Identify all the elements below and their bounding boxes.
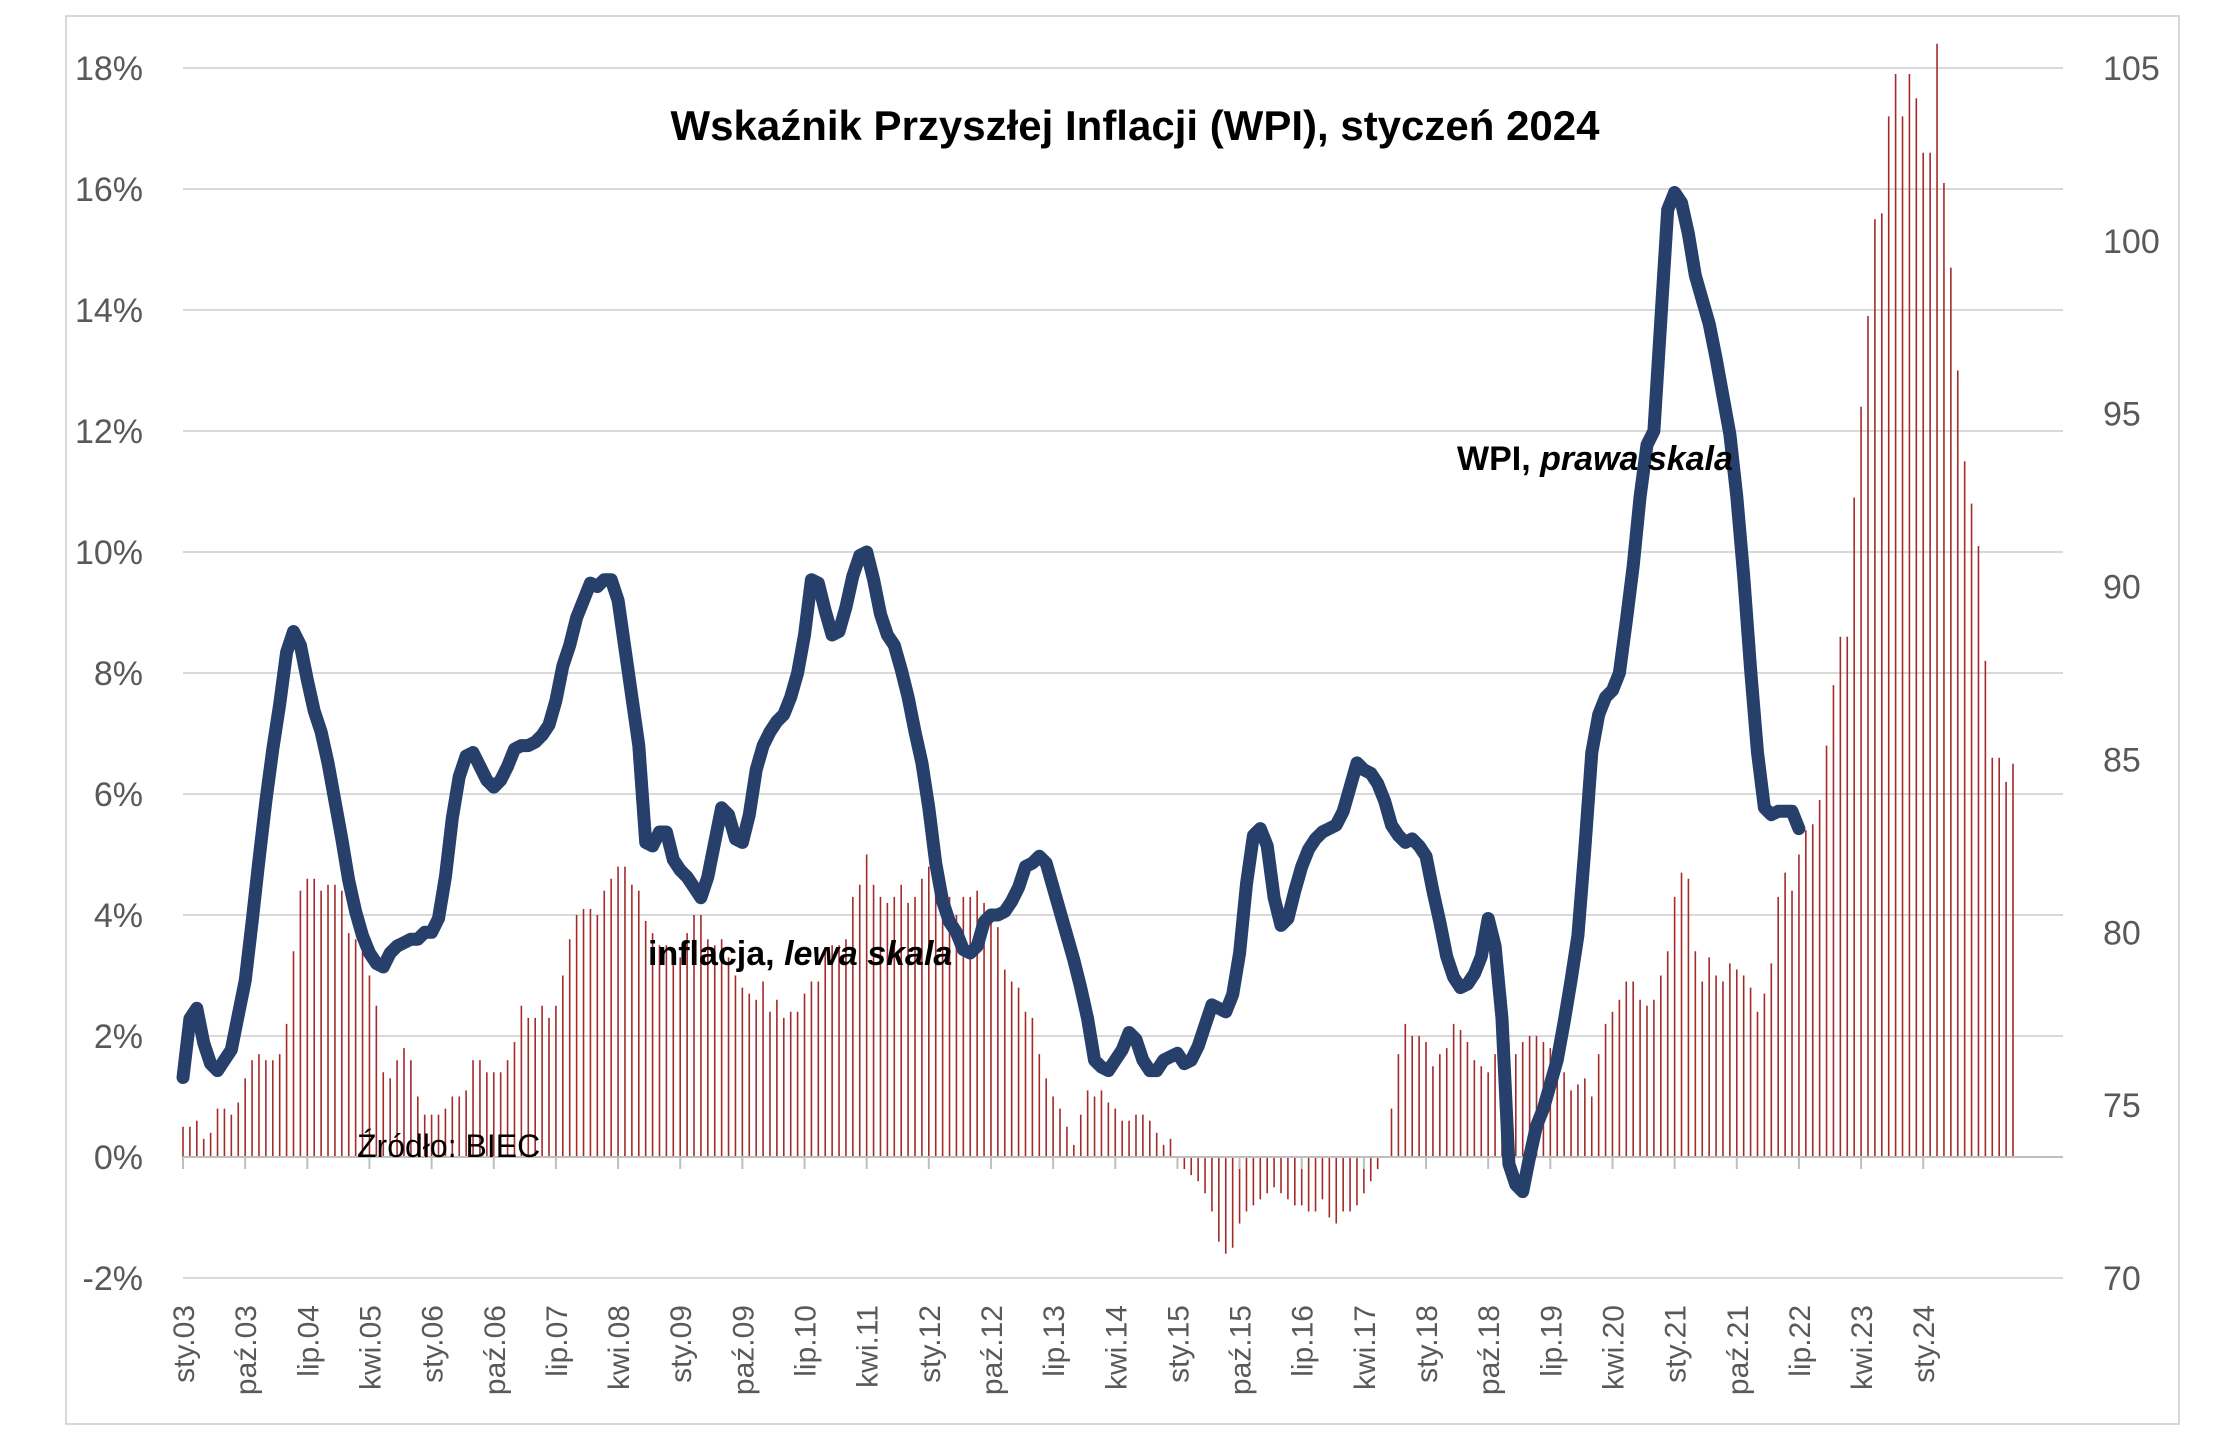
chart-title: Wskaźnik Przyszłej Inflacji (WPI), stycz…: [670, 102, 1600, 149]
x-tick-label: lip.13: [1038, 1305, 1071, 1377]
x-tick-label: kwi.08: [603, 1305, 636, 1390]
x-tick-label: lip.04: [292, 1305, 325, 1377]
x-tick-label: sty.21: [1660, 1305, 1693, 1383]
inflation-series-label-name: inflacja,: [648, 935, 784, 973]
labels: Wskaźnik Przyszłej Inflacji (WPI), stycz…: [357, 102, 1733, 1164]
y-left-tick-label: 10%: [75, 534, 143, 572]
x-tick-label: paź.18: [1473, 1305, 1506, 1395]
gridlines: [183, 67, 2063, 1279]
x-tick-label: sty.09: [665, 1305, 698, 1383]
y-left-tick-label: 6%: [94, 776, 143, 814]
x-tick-label: paź.09: [727, 1305, 760, 1395]
x-tick-label: lip.07: [541, 1305, 574, 1377]
y-left-tick-label: 4%: [94, 897, 143, 935]
x-tick-label: sty.12: [914, 1305, 947, 1383]
y-right-tick-label: 85: [2103, 741, 2141, 779]
y-right-tick-label: 95: [2103, 396, 2141, 434]
wpi-series-label: WPI, prawa skala: [1457, 440, 1733, 478]
y-right-tick-label: 90: [2103, 569, 2141, 607]
y-right-tick-label: 75: [2103, 1087, 2141, 1125]
x-tick-label: paź.12: [976, 1305, 1009, 1395]
y-right-tick-label: 80: [2103, 914, 2141, 952]
y-left-tick-label: 2%: [94, 1018, 143, 1056]
y-left-tick-label: 8%: [94, 655, 143, 693]
x-tick-label: paź.06: [479, 1305, 512, 1395]
chart-frame: [65, 15, 2180, 1425]
inflation-series-label-scale: lewa skala: [784, 935, 952, 973]
x-tick-label: sty.18: [1411, 1305, 1444, 1383]
wpi-series-label-scale: prawa skala: [1539, 440, 1733, 478]
x-tick-label: sty.06: [417, 1305, 450, 1383]
x-tick-label: lip.19: [1535, 1305, 1568, 1377]
y-left-tick-label: 12%: [75, 413, 143, 451]
x-tick-label: kwi.20: [1597, 1305, 1630, 1390]
y-right-tick-label: 100: [2103, 223, 2160, 261]
y-left-tick-label: 0%: [94, 1139, 143, 1177]
x-tick-label: lip.16: [1287, 1305, 1320, 1377]
wpi-line-layer: [176, 186, 1806, 1199]
y-left-tick-label: 14%: [75, 292, 143, 330]
inflation-bars: [182, 43, 2014, 1254]
axes: -2% 0% 2% 4% 6% 8% 10% 12% 14% 16% 18% 70 75 80 85 90 95…: [75, 50, 2160, 1395]
source-note: Źródło: BIEC: [357, 1128, 540, 1164]
y-right-tick-label: 105: [2103, 50, 2160, 88]
y-right-tick-label: 70: [2103, 1260, 2141, 1298]
x-tick-label: kwi.23: [1846, 1305, 1879, 1390]
x-tick-label: lip.22: [1784, 1305, 1817, 1377]
x-tick-label: kwi.17: [1349, 1305, 1382, 1390]
y-left-tick-label: -2%: [83, 1260, 143, 1298]
x-tick-label: paź.15: [1225, 1305, 1258, 1395]
x-tick-label: kwi.05: [354, 1305, 387, 1390]
x-tick-label: sty.24: [1908, 1305, 1941, 1383]
x-tick-label: kwi.11: [852, 1305, 885, 1388]
wpi-series-label-name: WPI,: [1457, 440, 1540, 478]
x-tick-label: sty.15: [1162, 1305, 1195, 1383]
x-tick-label: paź.03: [230, 1305, 263, 1395]
y-left-tick-label: 18%: [75, 50, 143, 88]
x-tick-label: paź.21: [1722, 1305, 1755, 1395]
x-tick-label: sty.03: [168, 1305, 201, 1383]
wpi-line: [176, 186, 1806, 1199]
y-left-tick-label: 16%: [75, 171, 143, 209]
x-tick-label: kwi.14: [1100, 1305, 1133, 1390]
x-tick-label: lip.10: [790, 1305, 823, 1377]
inflation-series-label: inflacja, lewa skala: [648, 935, 952, 973]
